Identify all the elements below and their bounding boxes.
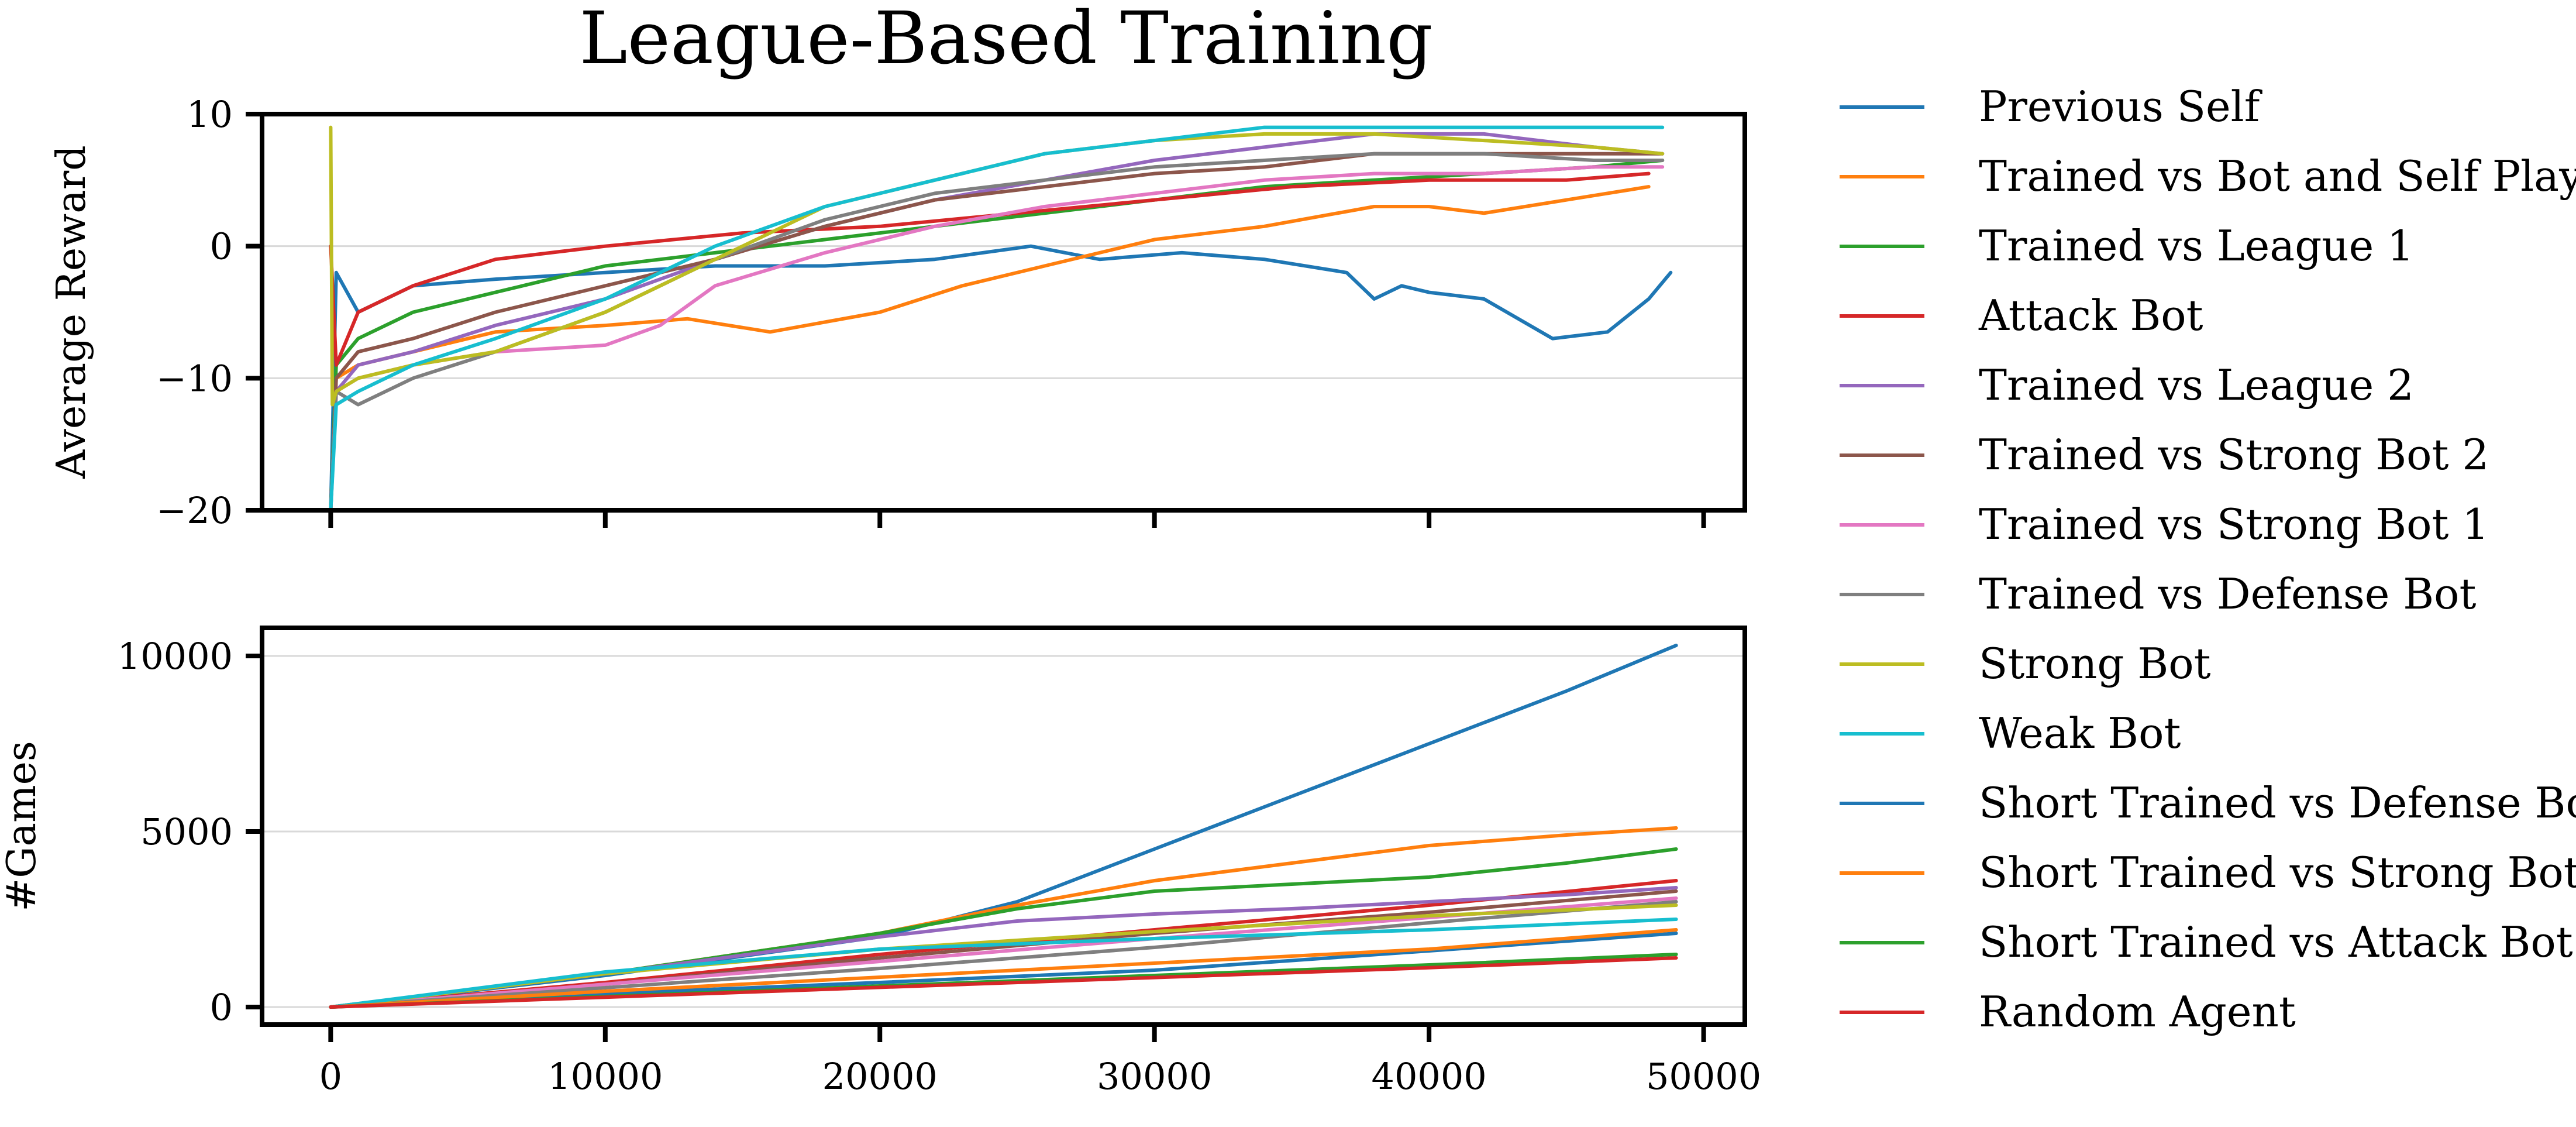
top-y-tick-label: 0	[210, 225, 233, 268]
legend-label: Attack Bot	[1978, 291, 2203, 340]
legend-label: Trained vs League 1	[1979, 221, 2414, 270]
top-series-strong-bot	[329, 125, 1665, 407]
legend-item-attack-bot: Attack Bot	[1840, 291, 2203, 340]
bottom-gridlines	[262, 655, 1745, 1008]
legend-label: Trained vs Defense Bot	[1979, 569, 2477, 619]
legend-label: Trained vs Strong Bot 1	[1979, 500, 2489, 549]
legend-label: Trained vs Bot and Self Play	[1979, 152, 2576, 201]
top-axes-frame	[260, 112, 1747, 513]
legend-item-weak-bot: Weak Bot	[1840, 709, 2181, 758]
x-tick-label: 0	[319, 1055, 342, 1098]
bottom-series-short-trained-vs-defense-bot	[329, 932, 1678, 1009]
bottom-plot: 0 5000 10000 0 10000 20000 30000 40000 50000 #G…	[0, 626, 1761, 1098]
bottom-y-axis-label: #Games	[0, 741, 45, 911]
legend-label: Short Trained vs Attack Bot	[1979, 918, 2573, 967]
x-tick-label: 50000	[1646, 1055, 1761, 1098]
bottom-y-tick-label: 0	[210, 986, 233, 1029]
legend-item-trained-vs-league-1: Trained vs League 1	[1840, 221, 2414, 270]
top-series-trained-vs-league-1	[329, 159, 1665, 512]
bottom-series-short-trained-vs-strong-bot	[329, 928, 1678, 1009]
bottom-series-trained-vs-league-2	[329, 886, 1678, 1009]
x-tick-label: 10000	[547, 1055, 663, 1098]
legend-label: Short Trained vs Defense Bot	[1979, 778, 2576, 827]
bottom-axes-frame	[260, 626, 1747, 1027]
legend-item-trained-vs-league-2: Trained vs League 2	[1840, 360, 2414, 410]
legend-label: Previous Self	[1979, 82, 2262, 131]
legend-item-short-trained-vs-strong-bot: Short Trained vs Strong Bot	[1840, 848, 2576, 897]
bottom-series-random-agent	[329, 956, 1678, 1009]
legend-item-trained-vs-strong-bot-1: Trained vs Strong Bot 1	[1840, 500, 2489, 549]
top-series-lines	[329, 125, 1673, 512]
legend-item-previous-self: Previous Self	[1840, 82, 2262, 131]
legend-item-trained-vs-defense-bot: Trained vs Defense Bot	[1840, 569, 2477, 619]
bottom-series-weak-bot	[329, 918, 1678, 1009]
top-series-trained-vs-defense-bot	[329, 152, 1665, 512]
top-series-attack-bot	[329, 171, 1651, 367]
legend-label: Random Agent	[1979, 987, 2296, 1036]
legend-label: Trained vs League 2	[1979, 360, 2414, 410]
bottom-x-ticks: 0 10000 20000 30000 40000 50000	[319, 1025, 1761, 1098]
legend: Previous Self Trained vs Bot and Self Pla…	[1840, 82, 2576, 1036]
top-x-ticks	[328, 510, 1706, 528]
legend-label: Strong Bot	[1979, 639, 2211, 688]
legend-label: Short Trained vs Strong Bot	[1979, 848, 2576, 897]
legend-label: Weak Bot	[1979, 709, 2181, 758]
top-series-trained-vs-league-2	[329, 132, 1665, 512]
legend-item-short-trained-vs-attack-bot: Short Trained vs Attack Bot	[1840, 918, 2573, 967]
top-y-tick-label: −10	[156, 357, 233, 400]
chart-title: League-Based Training	[579, 0, 1432, 81]
top-series-previous-self	[329, 244, 1673, 512]
legend-item-random-agent: Random Agent	[1840, 987, 2296, 1036]
bottom-y-tick-label: 5000	[140, 810, 233, 853]
top-plot: −20 −10 0 10 Average Reward	[49, 93, 1747, 532]
legend-item-short-trained-vs-defense-bot: Short Trained vs Defense Bot	[1840, 778, 2576, 827]
legend-item-trained-vs-strong-bot-2: Trained vs Strong Bot 2	[1840, 430, 2489, 479]
top-y-ticks: −20 −10 0 10	[156, 93, 262, 532]
bottom-y-ticks: 0 5000 10000	[118, 635, 262, 1029]
legend-item-trained-vs-bot-and-self-play: Trained vs Bot and Self Play	[1840, 152, 2576, 201]
top-y-tick-label: −20	[156, 489, 233, 532]
legend-label: Trained vs Strong Bot 2	[1979, 430, 2489, 479]
legend-item-strong-bot: Strong Bot	[1840, 639, 2211, 688]
x-tick-label: 20000	[822, 1055, 938, 1098]
x-tick-label: 40000	[1372, 1055, 1487, 1098]
top-y-tick-label: 10	[187, 93, 233, 136]
top-y-axis-label: Average Reward	[49, 145, 95, 479]
x-tick-label: 30000	[1097, 1055, 1212, 1098]
bottom-series-trained-vs-defense-bot	[329, 900, 1678, 1009]
top-gridlines	[262, 113, 1745, 511]
top-series-weak-bot	[329, 125, 1665, 512]
top-series-trained-vs-strong-bot-2	[329, 152, 1665, 512]
bottom-y-tick-label: 10000	[118, 635, 233, 678]
bottom-series-lines	[329, 644, 1678, 1009]
